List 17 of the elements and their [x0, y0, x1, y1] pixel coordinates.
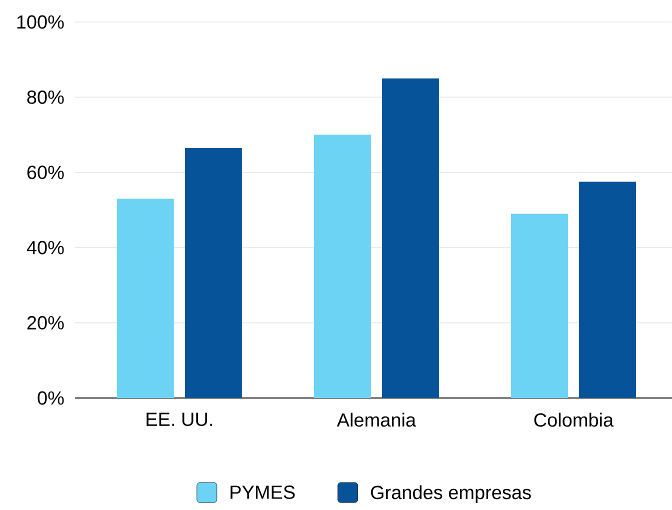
- bar: [510, 214, 568, 398]
- y-tick-label: 80%: [27, 90, 64, 104]
- bar: [116, 198, 174, 398]
- y-tick-label: 40%: [26, 240, 64, 254]
- bar: [578, 182, 636, 398]
- y-tick-label: 60%: [27, 166, 64, 180]
- x-tick-label: Colombia: [534, 412, 614, 427]
- x-tick-label: EE. UU.: [146, 412, 212, 426]
- bar: [382, 78, 439, 398]
- legend-label: Grandes empresas: [370, 485, 531, 503]
- y-tick-label: 0%: [38, 391, 64, 405]
- legend-label: PYMES: [230, 486, 295, 499]
- x-tick-label: Alemania: [336, 412, 416, 427]
- y-tick-label: 100%: [17, 15, 64, 29]
- y-tick-label: 20%: [27, 316, 64, 330]
- bar: [314, 134, 371, 398]
- bar: [184, 148, 242, 398]
